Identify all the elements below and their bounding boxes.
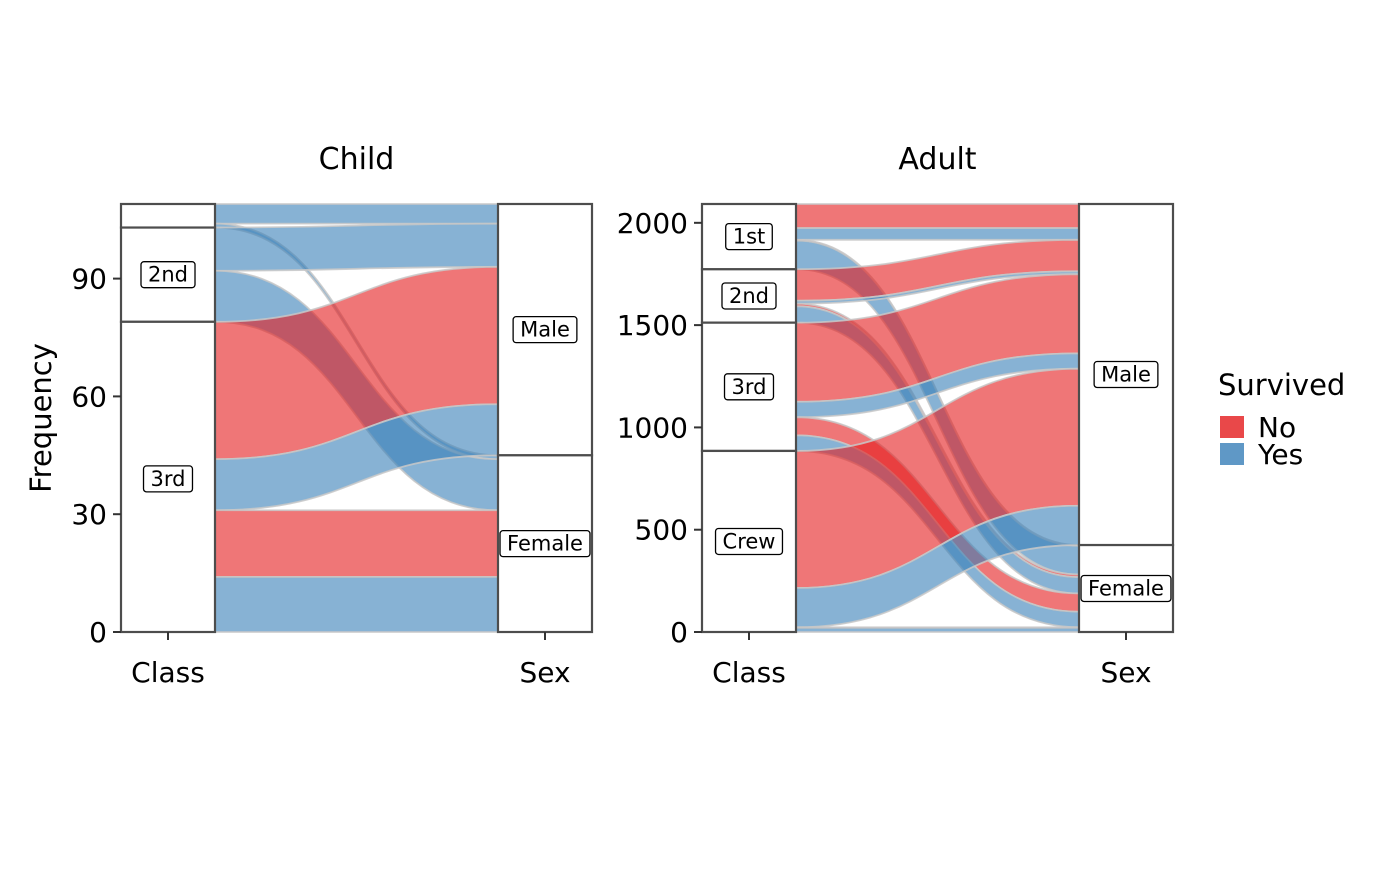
y-tick-label: 0 <box>89 616 107 649</box>
stratum-sex-female-label: Female <box>507 532 583 556</box>
stratum-sex-female-label: Female <box>1088 577 1164 601</box>
y-tick-label: 2000 <box>617 207 688 240</box>
stratum-sex-male-label: Male <box>520 318 570 342</box>
y-tick-label: 1500 <box>617 309 688 342</box>
stratum-sex-male-label-box <box>512 316 578 344</box>
flow-1st-male-no <box>795 203 1080 230</box>
legend-key-no <box>1220 416 1244 438</box>
stratum-class-3rd-label-box <box>142 465 194 493</box>
y-tick-label: 90 <box>71 263 107 296</box>
stratum-class-1st-label: 1st <box>733 225 766 249</box>
stratum-class-crew-label-box <box>714 527 784 556</box>
stratum-sex-male-label: Male <box>1101 363 1151 387</box>
x-tick-label-sex: Sex <box>519 656 570 689</box>
stratum-class-2nd-label-box <box>140 261 196 289</box>
stratum-sex-male-label-box <box>1093 360 1159 389</box>
stratum-class-1st <box>119 202 217 229</box>
y-axis: 0 30 60 90 <box>71 263 121 649</box>
y-tick-label: 500 <box>635 514 688 547</box>
legend-label-no: No <box>1258 411 1296 444</box>
y-axis-title: Frequency <box>24 343 58 493</box>
legend-title: Survived <box>1218 368 1345 402</box>
x-tick-label-class: Class <box>131 656 205 689</box>
flows <box>214 203 499 633</box>
stratum-class-1st-label-box <box>725 222 773 251</box>
x-tick-label-sex: Sex <box>1100 656 1151 689</box>
flows <box>795 203 1080 633</box>
flow-3rd-female-yes <box>214 576 499 633</box>
stratum-labels: 1st 2nd 3rd Crew Male Female <box>714 222 1172 603</box>
legend-key-yes <box>1220 443 1244 465</box>
y-axis: 0 500 1000 1500 2000 <box>617 207 702 649</box>
facet-title-child: Child <box>319 142 395 177</box>
x-axis: Class Sex <box>131 632 571 689</box>
flow-1st-male-yes <box>214 203 499 225</box>
y-tick-label: 1000 <box>617 411 688 444</box>
stratum-class-2nd-label: 2nd <box>729 284 769 308</box>
facet-child: Child 2nd 3rd Male Female 0 30 60 90 Class Sex <box>71 142 594 689</box>
y-tick-label: 0 <box>670 616 688 649</box>
stratum-sex-female-label-box <box>499 530 591 558</box>
stratum-class-2nd-label-box <box>721 282 777 310</box>
stratum-sex-female-label-box <box>1080 574 1172 603</box>
flow-1st-male-yes <box>795 227 1080 241</box>
facet-title-adult: Adult <box>898 142 976 177</box>
flow-2nd-male-yes <box>214 222 499 272</box>
legend: Survived No Yes <box>1218 368 1345 471</box>
y-tick-label: 30 <box>71 498 107 531</box>
stratum-labels: 2nd 3rd Male Female <box>140 261 591 558</box>
stratum-class-2nd <box>700 268 798 324</box>
legend-label-yes: Yes <box>1257 438 1303 471</box>
stratum-class-3rd-label: 3rd <box>732 375 767 399</box>
stratum-class-2nd-label: 2nd <box>148 263 188 287</box>
x-tick-label-class: Class <box>712 656 786 689</box>
flow-crew-female-yes <box>795 627 1080 633</box>
stratum-class-3rd-label: 3rd <box>151 467 186 491</box>
flow-3rd-female-no <box>214 509 499 578</box>
x-axis: Class Sex <box>712 632 1152 689</box>
strata <box>119 202 594 634</box>
facet-adult: Adult 1st 2nd 3rd Crew Male Female 0 500 1000 1500… <box>617 142 1175 689</box>
y-tick-label: 60 <box>71 380 107 413</box>
stratum-class-crew-label: Crew <box>723 529 776 553</box>
stratum-class-3rd-label-box <box>723 373 775 401</box>
